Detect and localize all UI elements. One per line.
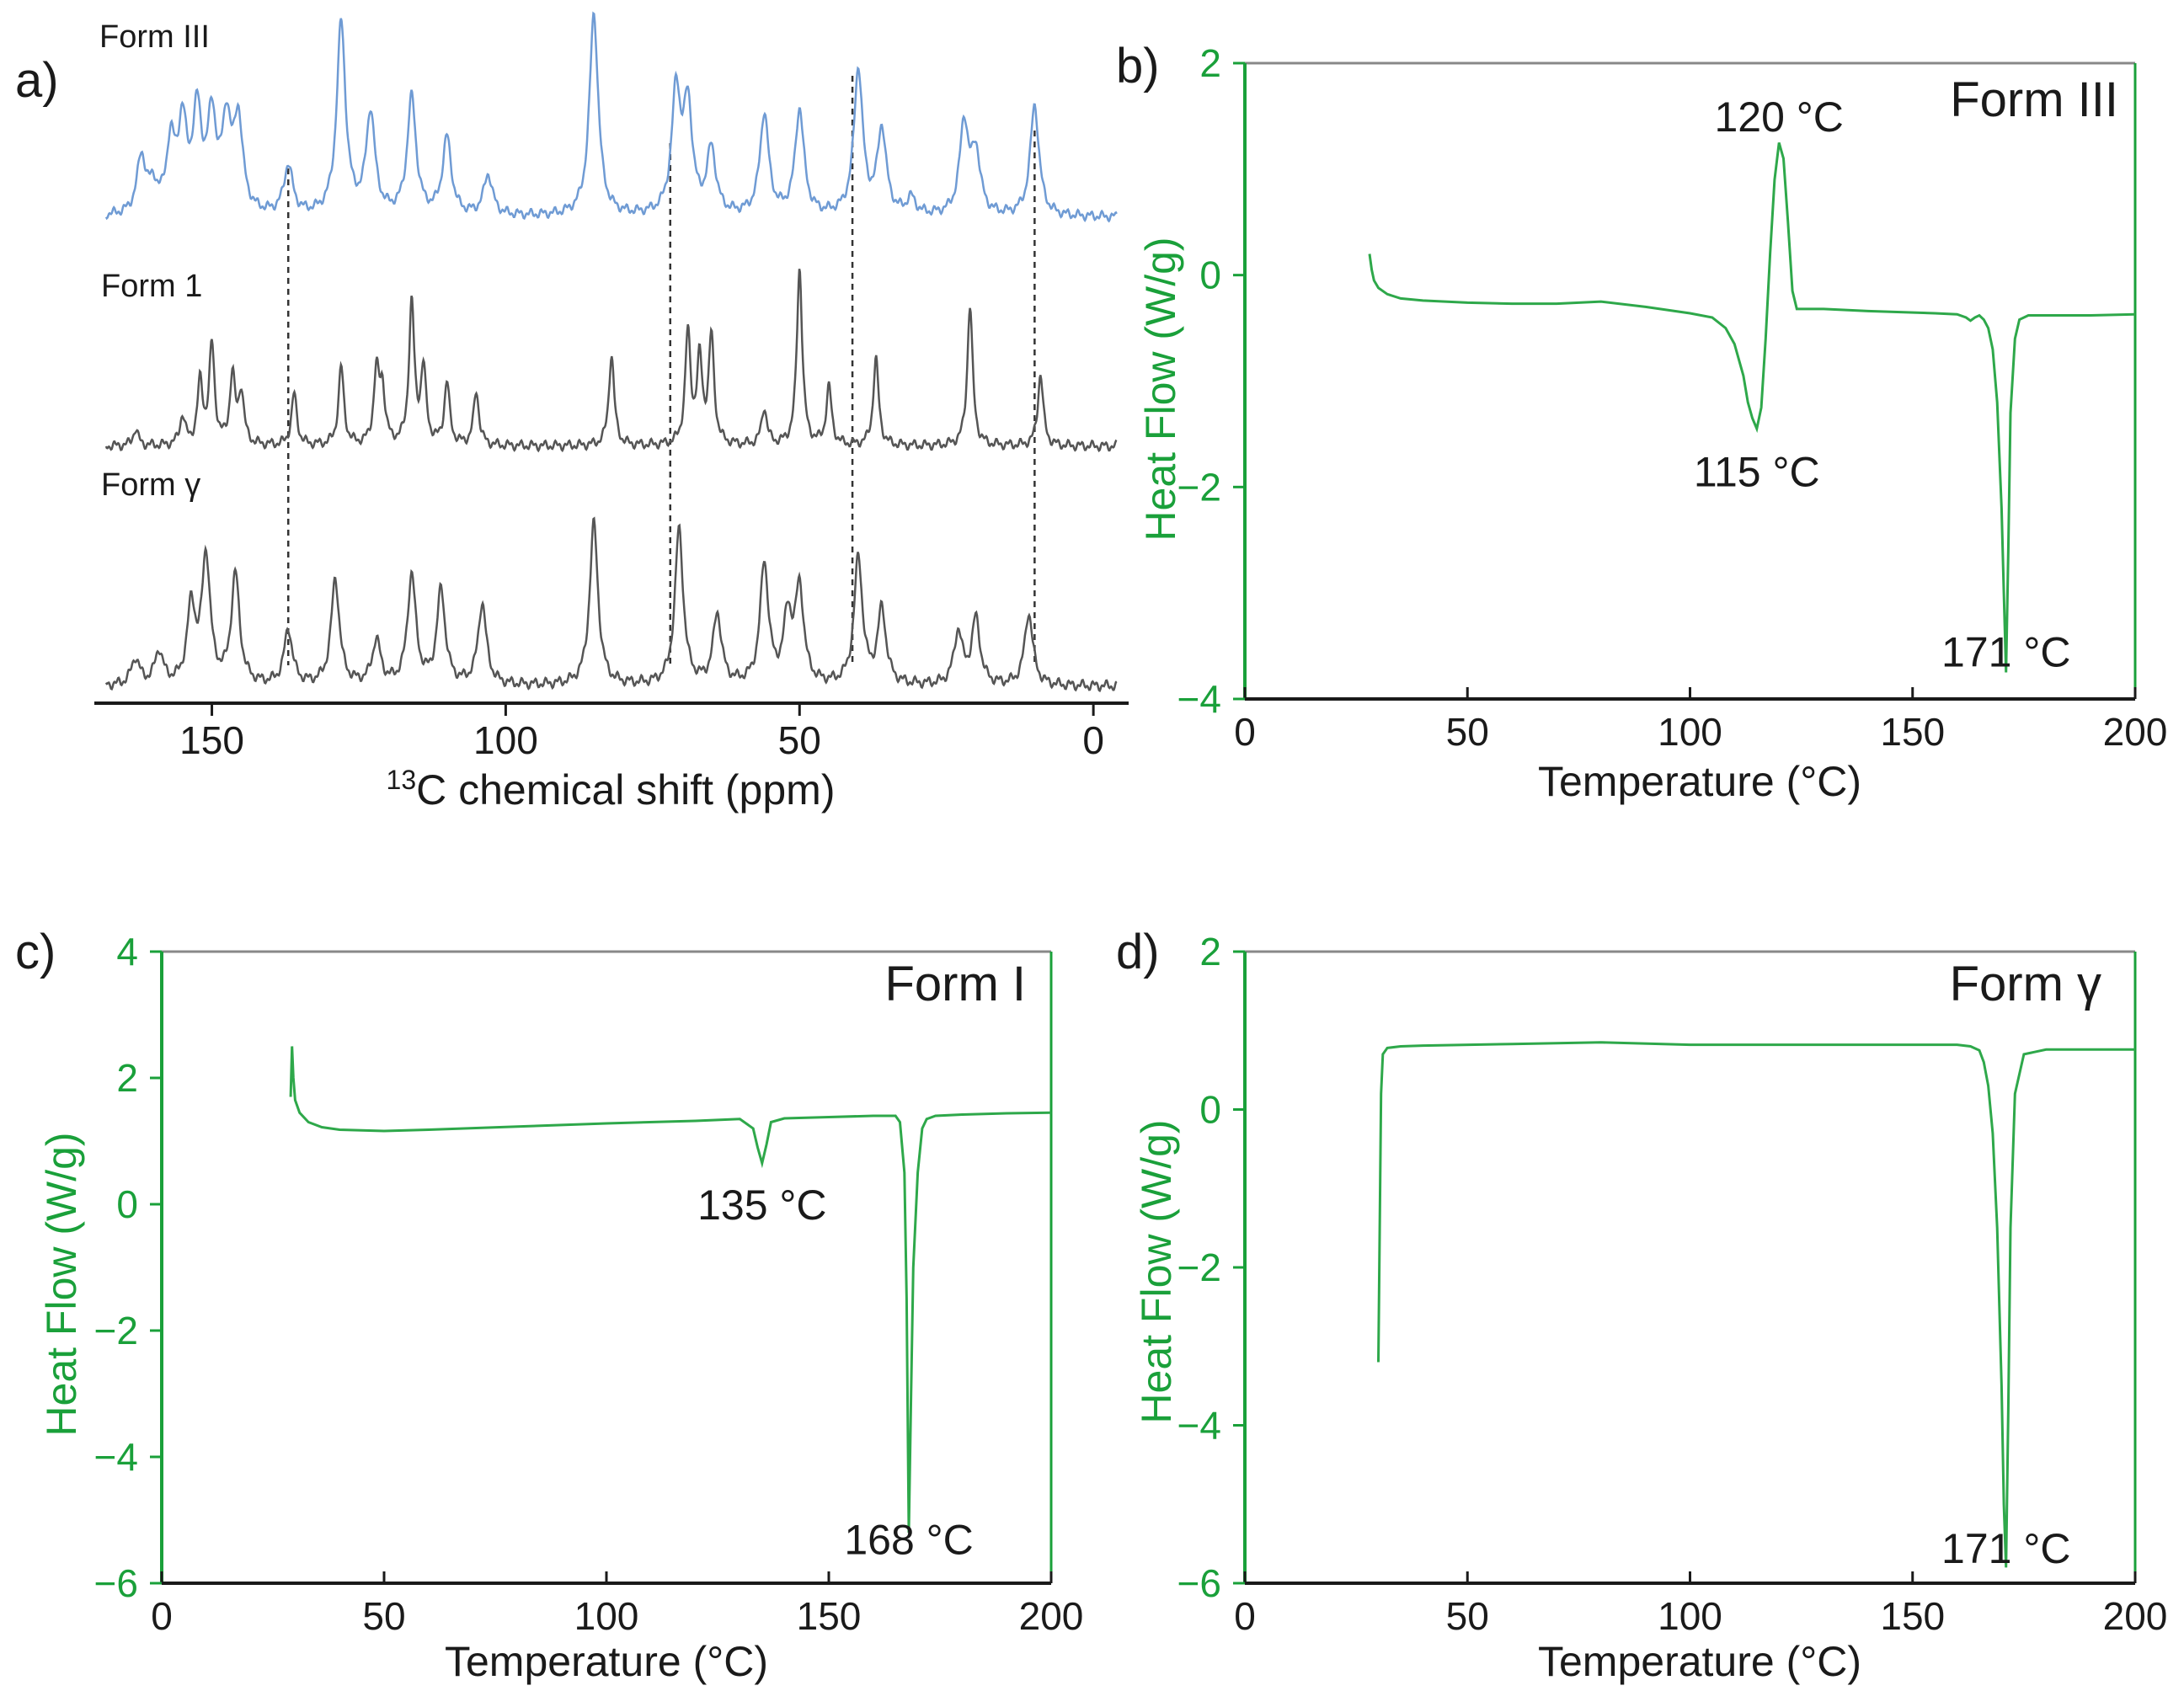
dsc-d-x-tick-label: 150 xyxy=(1880,1594,1945,1638)
nmr-label-form-gamma: Form γ xyxy=(101,467,200,503)
dsc-c-annotations: 135 °C 168 °C xyxy=(697,1182,974,1564)
nmr-x-tick-label: 0 xyxy=(1082,718,1104,762)
dsc-c-y-tick-label: −6 xyxy=(94,1561,138,1605)
dsc-b-form-label: Form III xyxy=(1950,72,2118,127)
dsc-b-ticks: 0 50 100 150 200 2 0 −2 −4 xyxy=(1177,41,2168,754)
nmr-trace-form-1 xyxy=(104,269,1118,453)
dsc-d-ticks: 0 50 100 150 200 2 0 −2 −4 −6 xyxy=(1177,930,2168,1638)
nmr-x-axis-title-main: C chemical shift (ppm) xyxy=(416,766,835,813)
dsc-c-frame xyxy=(160,950,1053,1585)
dsc-d-x-title: Temperature (°C) xyxy=(1538,1638,1861,1685)
panel-c-dsc-form-i: c) 0 50 100 150 200 4 2 0 −2 −4 −6 Form I 135 °C 16… xyxy=(15,925,1083,1685)
dsc-b-curve xyxy=(1368,141,2136,673)
panel-d-dsc-form-gamma: d) 0 50 100 150 200 2 0 −2 −4 −6 Form γ 171 °C Te… xyxy=(1116,925,2167,1685)
dsc-c-y-title: Heat Flow (W/g) xyxy=(38,1132,85,1436)
nmr-x-tick-label: 150 xyxy=(179,718,244,762)
dsc-d-x-tick-label: 50 xyxy=(1446,1594,1489,1638)
dsc-c-peak-label: 168 °C xyxy=(844,1517,973,1564)
dsc-d-form-label: Form γ xyxy=(1950,957,2101,1011)
dsc-b-y-tick-label: 2 xyxy=(1199,41,1221,85)
dsc-b-peak-label: 120 °C xyxy=(1714,93,1843,141)
dsc-b-y-tick-label: 0 xyxy=(1199,253,1221,297)
dsc-d-y-tick-label: −6 xyxy=(1177,1561,1221,1605)
dsc-d-x-tick-label: 100 xyxy=(1658,1594,1722,1638)
dsc-b-x-tick-label: 100 xyxy=(1658,710,1722,754)
dsc-c-curve xyxy=(289,1046,1052,1534)
dsc-c-y-tick-label: 2 xyxy=(116,1056,138,1100)
nmr-x-ticks: 150 100 50 0 xyxy=(179,703,1104,762)
nmr-x-axis-title-sup: 13 xyxy=(387,765,417,795)
dsc-c-x-tick-label: 0 xyxy=(151,1594,173,1638)
dsc-c-x-tick-label: 200 xyxy=(1019,1594,1084,1638)
dsc-d-y-tick-label: −4 xyxy=(1177,1404,1221,1448)
dsc-b-frame xyxy=(1243,61,2137,701)
dsc-d-y-tick-label: 0 xyxy=(1199,1088,1221,1132)
nmr-x-tick-label: 100 xyxy=(473,718,538,762)
dsc-b-x-title: Temperature (°C) xyxy=(1538,758,1861,805)
dsc-d-peak-label: 171 °C xyxy=(1941,1525,2070,1572)
dsc-b-x-tick-label: 50 xyxy=(1446,710,1489,754)
panel-b-letter: b) xyxy=(1116,39,1160,93)
dsc-d-x-tick-label: 0 xyxy=(1234,1594,1256,1638)
dsc-b-y-tick-label: −4 xyxy=(1177,677,1221,721)
dsc-d-y-tick-label: 2 xyxy=(1199,930,1221,974)
nmr-label-form-iii: Form III xyxy=(99,19,210,55)
panel-c-letter: c) xyxy=(15,925,56,979)
dsc-b-x-tick-label: 0 xyxy=(1234,710,1256,754)
dsc-d-y-tick-label: −2 xyxy=(1177,1246,1221,1289)
dsc-d-annotations: 171 °C xyxy=(1941,1525,2070,1572)
dsc-c-peak-label: 135 °C xyxy=(697,1182,826,1229)
dsc-c-x-tick-label: 100 xyxy=(574,1594,639,1638)
dsc-b-x-tick-label: 200 xyxy=(2103,710,2168,754)
dsc-c-ticks: 0 50 100 150 200 4 2 0 −2 −4 −6 xyxy=(94,930,1084,1638)
nmr-dashed-guides xyxy=(287,76,1036,665)
panel-d-letter: d) xyxy=(1116,925,1160,979)
dsc-b-x-tick-label: 150 xyxy=(1880,710,1945,754)
panel-a-letter: a) xyxy=(15,53,59,108)
dsc-d-y-title: Heat Flow (W/g) xyxy=(1133,1119,1180,1423)
dsc-b-y-title: Heat Flow (W/g) xyxy=(1137,237,1184,541)
dsc-c-y-tick-label: 0 xyxy=(116,1182,138,1226)
dsc-d-curve xyxy=(1377,1041,2135,1568)
nmr-x-axis-title: 13C chemical shift (ppm) xyxy=(387,765,836,813)
panel-a-nmr: a) Form III Form 1 Form γ 150 100 50 0 13C … xyxy=(15,11,1129,813)
panel-b-dsc-form-iii: b) 0 50 100 150 200 2 0 −2 −4 Form III 120 °C 115… xyxy=(1116,39,2167,805)
dsc-c-y-tick-label: 4 xyxy=(116,930,138,974)
dsc-d-x-tick-label: 200 xyxy=(2103,1594,2168,1638)
dsc-b-annotations: 120 °C 115 °C 171 °C xyxy=(1694,93,2071,675)
nmr-x-tick-label: 50 xyxy=(778,718,821,762)
dsc-c-x-tick-label: 150 xyxy=(797,1594,862,1638)
dsc-b-y-tick-label: −2 xyxy=(1177,465,1221,509)
nmr-label-form-1: Form 1 xyxy=(101,269,202,304)
dsc-b-peak-label: 171 °C xyxy=(1941,628,2070,675)
nmr-trace-form-gamma xyxy=(104,516,1118,693)
dsc-c-x-title: Temperature (°C) xyxy=(445,1638,768,1685)
dsc-b-peak-label: 115 °C xyxy=(1694,448,1820,495)
dsc-c-form-label: Form I xyxy=(884,957,1026,1011)
dsc-c-y-tick-label: −2 xyxy=(94,1309,138,1352)
dsc-c-x-tick-label: 50 xyxy=(362,1594,405,1638)
dsc-c-y-tick-label: −4 xyxy=(94,1435,138,1479)
nmr-trace-form-iii xyxy=(104,11,1118,223)
